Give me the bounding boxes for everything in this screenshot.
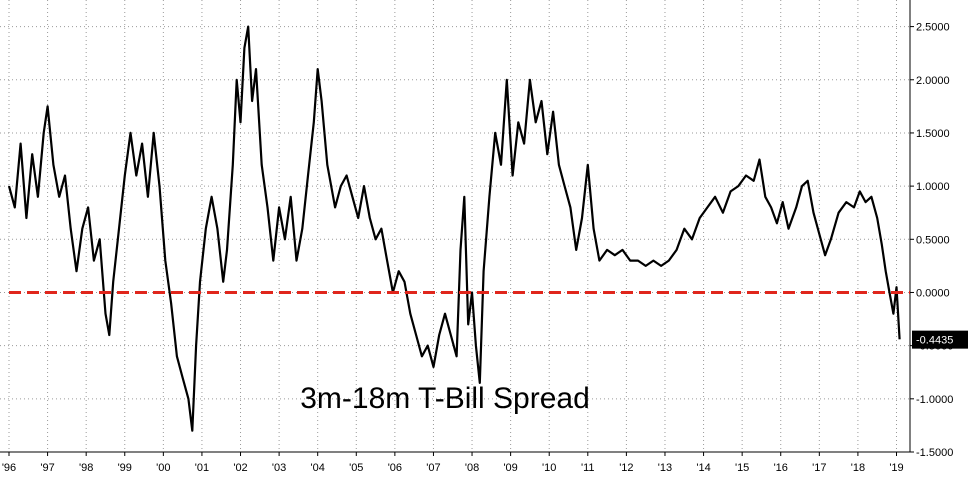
x-axis-ticks: '96 '97 '98 '99 '00 '01 '02 '03 '04 '05 '06 '07 '08 '… — [2, 452, 904, 474]
x-tick-label-13: '09 — [503, 462, 517, 474]
x-tick-label-10: '06 — [388, 462, 402, 474]
x-tick-label-2: '98 — [79, 462, 93, 474]
y-tick-label-5: 0.0000 — [916, 287, 950, 299]
x-tick-label-14: '10 — [542, 462, 556, 474]
series-group — [7, 25, 901, 432]
x-tick-label-21: '17 — [812, 462, 826, 474]
y-tick-label-0: 2.5000 — [916, 22, 950, 34]
x-tick-label-20: '16 — [774, 462, 788, 474]
x-tick-label-7: '03 — [272, 462, 286, 474]
x-tick-label-19: '15 — [735, 462, 749, 474]
y-tick-label-8: -1.5000 — [916, 447, 953, 459]
x-tick-label-0: '96 — [2, 462, 16, 474]
x-tick-label-23: '19 — [889, 462, 903, 474]
x-tick-label-9: '05 — [349, 462, 363, 474]
x-tick-label-16: '12 — [619, 462, 633, 474]
gridlines — [0, 0, 910, 453]
y-tick-label-2: 1.5000 — [916, 128, 950, 140]
x-tick-label-12: '08 — [465, 462, 479, 474]
x-tick-label-15: '11 — [581, 462, 595, 474]
x-tick-label-17: '13 — [658, 462, 672, 474]
x-tick-label-8: '04 — [311, 462, 325, 474]
series-line-0 — [7, 25, 901, 432]
x-tick-label-3: '99 — [118, 462, 132, 474]
axes — [0, 0, 911, 453]
x-tick-label-4: '00 — [156, 462, 170, 474]
x-tick-label-11: '07 — [426, 462, 440, 474]
y-tick-label-7: -1.0000 — [916, 394, 953, 406]
y-tick-label-3: 1.0000 — [916, 181, 950, 193]
x-tick-label-1: '97 — [40, 462, 54, 474]
x-tick-label-18: '14 — [696, 462, 710, 474]
x-tick-label-22: '18 — [851, 462, 865, 474]
chart-title: 3m-18m T-Bill Spread — [300, 382, 590, 415]
x-tick-label-6: '02 — [233, 462, 247, 474]
y-tick-label-1: 2.0000 — [916, 75, 950, 87]
y-tick-label-4: 0.5000 — [916, 234, 950, 246]
x-tick-label-5: '01 — [195, 462, 209, 474]
last-value-badge: -0.4435 — [912, 330, 968, 349]
last-value-badge-box — [912, 330, 968, 349]
last-value-label: -0.4435 — [916, 335, 953, 347]
